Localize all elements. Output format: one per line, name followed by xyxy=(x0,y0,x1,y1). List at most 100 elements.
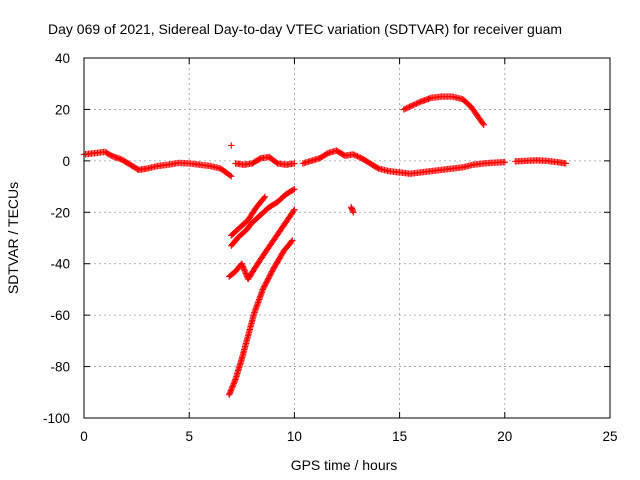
data-point-marker xyxy=(259,286,267,293)
data-point-marker xyxy=(240,264,247,272)
data-point-marker xyxy=(404,104,412,111)
data-point-marker xyxy=(229,381,237,389)
grid-layer xyxy=(84,58,610,418)
y-tick-label: -20 xyxy=(50,205,70,220)
data-point-marker xyxy=(407,103,415,110)
data-point-marker xyxy=(289,237,296,244)
series-positive-arc xyxy=(400,93,487,129)
data-point-marker xyxy=(416,99,423,106)
data-point-marker xyxy=(262,280,269,288)
data-point-marker xyxy=(288,238,295,245)
data-point-marker xyxy=(354,153,361,160)
x-tick-label: 20 xyxy=(497,429,512,444)
data-point-marker xyxy=(226,172,234,179)
series-near-zero-band-3 xyxy=(299,147,508,177)
series-steep-branch-3 xyxy=(228,185,298,249)
series-near-zero-band-2 xyxy=(232,153,298,168)
x-tick-label: 5 xyxy=(185,429,193,444)
data-point-marker xyxy=(406,103,413,111)
data-point-marker xyxy=(261,282,269,289)
data-point-marker xyxy=(242,270,250,277)
data-point-marker xyxy=(562,160,570,167)
data-point-marker xyxy=(268,268,276,275)
data-point-marker xyxy=(291,160,298,167)
data-point-marker xyxy=(267,271,274,278)
data-point-marker xyxy=(403,104,410,112)
data-point-marker xyxy=(501,158,508,166)
series-isolated-points xyxy=(228,142,357,216)
data-point-marker xyxy=(227,388,234,396)
data-point-marker xyxy=(411,101,419,108)
data-point-marker xyxy=(226,390,233,397)
data-point-marker xyxy=(350,209,357,216)
x-axis-label: GPS time / hours xyxy=(291,457,398,473)
data-point-marker xyxy=(261,283,268,290)
data-point-marker xyxy=(231,377,239,385)
data-point-marker xyxy=(291,185,298,193)
data-point-marker xyxy=(265,275,272,282)
data-point-marker xyxy=(291,206,298,213)
data-point-marker xyxy=(290,207,297,215)
series-near-zero-band-4 xyxy=(512,157,570,167)
data-point-marker xyxy=(227,387,235,394)
data-point-marker xyxy=(351,151,358,159)
data-point-marker xyxy=(289,186,297,194)
chart-title: Day 069 of 2021, Sidereal Day-to-day VTE… xyxy=(48,21,562,37)
data-point-marker xyxy=(260,194,268,202)
data-point-marker xyxy=(228,173,235,180)
data-point-marker xyxy=(261,193,269,201)
data-point-marker xyxy=(228,386,235,393)
data-point-marker xyxy=(242,268,249,276)
data-point-marker xyxy=(350,151,357,158)
series-steep-branch-2 xyxy=(225,206,298,283)
y-tick-label: -100 xyxy=(43,411,70,426)
data-point-marker xyxy=(480,121,487,129)
data-point-marker xyxy=(402,105,409,112)
y-tick-label: -60 xyxy=(50,308,70,323)
data-point-marker xyxy=(409,102,416,109)
data-point-marker xyxy=(240,266,248,273)
x-tick-label: 15 xyxy=(392,429,407,444)
series-steep-branch-1 xyxy=(225,237,296,399)
y-tick-label: 40 xyxy=(55,51,70,66)
data-point-marker xyxy=(268,269,275,277)
y-axis-label: SDTVAR / TECUs xyxy=(5,182,21,294)
data-point-marker xyxy=(355,153,363,161)
data-point-marker xyxy=(263,278,271,285)
y-tick-label: 0 xyxy=(62,154,70,169)
data-point-marker xyxy=(352,152,360,159)
data-point-marker xyxy=(265,273,273,281)
data-point-marker xyxy=(241,267,248,274)
data-point-marker xyxy=(230,380,237,387)
y-tick-label: -40 xyxy=(50,257,70,272)
data-point-marker xyxy=(479,120,487,127)
x-tick-label: 25 xyxy=(602,429,617,444)
series-steep-branch-4 xyxy=(228,193,269,239)
x-tick-label: 0 xyxy=(80,429,88,444)
data-point-marker xyxy=(231,379,238,386)
data-layer xyxy=(80,93,570,399)
data-point-marker xyxy=(225,391,233,399)
data-point-marker xyxy=(410,101,417,109)
tick-layer: 0 5 10 15 20 25 -100 -80 -60 -40 -20 0 20 40 xyxy=(43,51,618,444)
data-point-marker xyxy=(413,100,420,107)
data-point-marker xyxy=(266,272,274,279)
data-point-marker xyxy=(239,263,247,270)
y-tick-label: 20 xyxy=(55,102,70,117)
data-point-marker xyxy=(264,276,271,284)
y-tick-label: -80 xyxy=(50,360,70,375)
data-point-marker xyxy=(239,261,246,269)
data-point-marker xyxy=(228,142,235,149)
series-near-zero-band-1 xyxy=(80,148,235,180)
x-tick-label: 10 xyxy=(287,429,302,444)
data-point-marker xyxy=(414,99,422,107)
plot-frame xyxy=(83,57,611,419)
data-point-marker xyxy=(260,284,267,292)
data-point-marker xyxy=(400,106,408,113)
data-point-marker xyxy=(229,383,236,390)
data-point-marker xyxy=(374,164,381,172)
data-point-marker xyxy=(263,279,270,286)
data-point-marker xyxy=(228,384,236,392)
